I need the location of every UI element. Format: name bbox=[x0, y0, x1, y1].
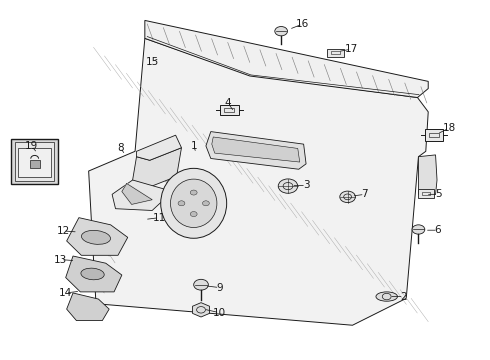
Polygon shape bbox=[206, 132, 306, 169]
Circle shape bbox=[194, 279, 208, 290]
Polygon shape bbox=[145, 21, 428, 98]
Text: 1: 1 bbox=[191, 141, 197, 151]
Text: 10: 10 bbox=[213, 308, 226, 318]
Polygon shape bbox=[122, 184, 152, 204]
Ellipse shape bbox=[161, 168, 227, 238]
Text: 11: 11 bbox=[153, 213, 166, 222]
Polygon shape bbox=[67, 293, 109, 320]
Circle shape bbox=[190, 212, 197, 217]
Text: 8: 8 bbox=[117, 143, 123, 153]
Ellipse shape bbox=[81, 268, 104, 280]
Text: 16: 16 bbox=[296, 19, 309, 29]
Text: 7: 7 bbox=[362, 189, 368, 199]
Text: 5: 5 bbox=[435, 189, 441, 199]
Circle shape bbox=[278, 179, 298, 193]
FancyBboxPatch shape bbox=[220, 105, 239, 116]
Text: 17: 17 bbox=[345, 44, 358, 54]
Polygon shape bbox=[193, 303, 210, 317]
Circle shape bbox=[340, 191, 355, 203]
Text: 12: 12 bbox=[57, 226, 70, 236]
Circle shape bbox=[202, 201, 209, 206]
Text: 3: 3 bbox=[303, 180, 309, 190]
Circle shape bbox=[190, 190, 197, 195]
FancyBboxPatch shape bbox=[18, 148, 51, 177]
FancyBboxPatch shape bbox=[11, 139, 58, 184]
Ellipse shape bbox=[376, 292, 397, 301]
Polygon shape bbox=[66, 256, 122, 292]
Polygon shape bbox=[89, 39, 428, 325]
FancyBboxPatch shape bbox=[425, 130, 443, 141]
FancyBboxPatch shape bbox=[327, 49, 344, 57]
Text: 4: 4 bbox=[224, 98, 231, 108]
Text: 6: 6 bbox=[435, 225, 441, 235]
Text: 9: 9 bbox=[216, 283, 223, 293]
Polygon shape bbox=[67, 218, 128, 255]
FancyBboxPatch shape bbox=[417, 189, 434, 198]
Text: 18: 18 bbox=[442, 123, 456, 133]
Polygon shape bbox=[418, 155, 437, 196]
Circle shape bbox=[412, 225, 425, 234]
FancyBboxPatch shape bbox=[30, 160, 40, 168]
Text: 19: 19 bbox=[25, 141, 38, 151]
Ellipse shape bbox=[81, 230, 111, 244]
Polygon shape bbox=[112, 180, 172, 211]
Text: 15: 15 bbox=[146, 57, 159, 67]
Text: 13: 13 bbox=[54, 255, 68, 265]
Text: 14: 14 bbox=[59, 288, 73, 298]
Polygon shape bbox=[133, 148, 181, 191]
Ellipse shape bbox=[171, 179, 217, 228]
Text: 2: 2 bbox=[400, 292, 407, 302]
FancyBboxPatch shape bbox=[15, 141, 54, 181]
Circle shape bbox=[178, 201, 185, 206]
Polygon shape bbox=[212, 137, 300, 162]
Circle shape bbox=[275, 27, 288, 36]
Polygon shape bbox=[137, 135, 181, 160]
